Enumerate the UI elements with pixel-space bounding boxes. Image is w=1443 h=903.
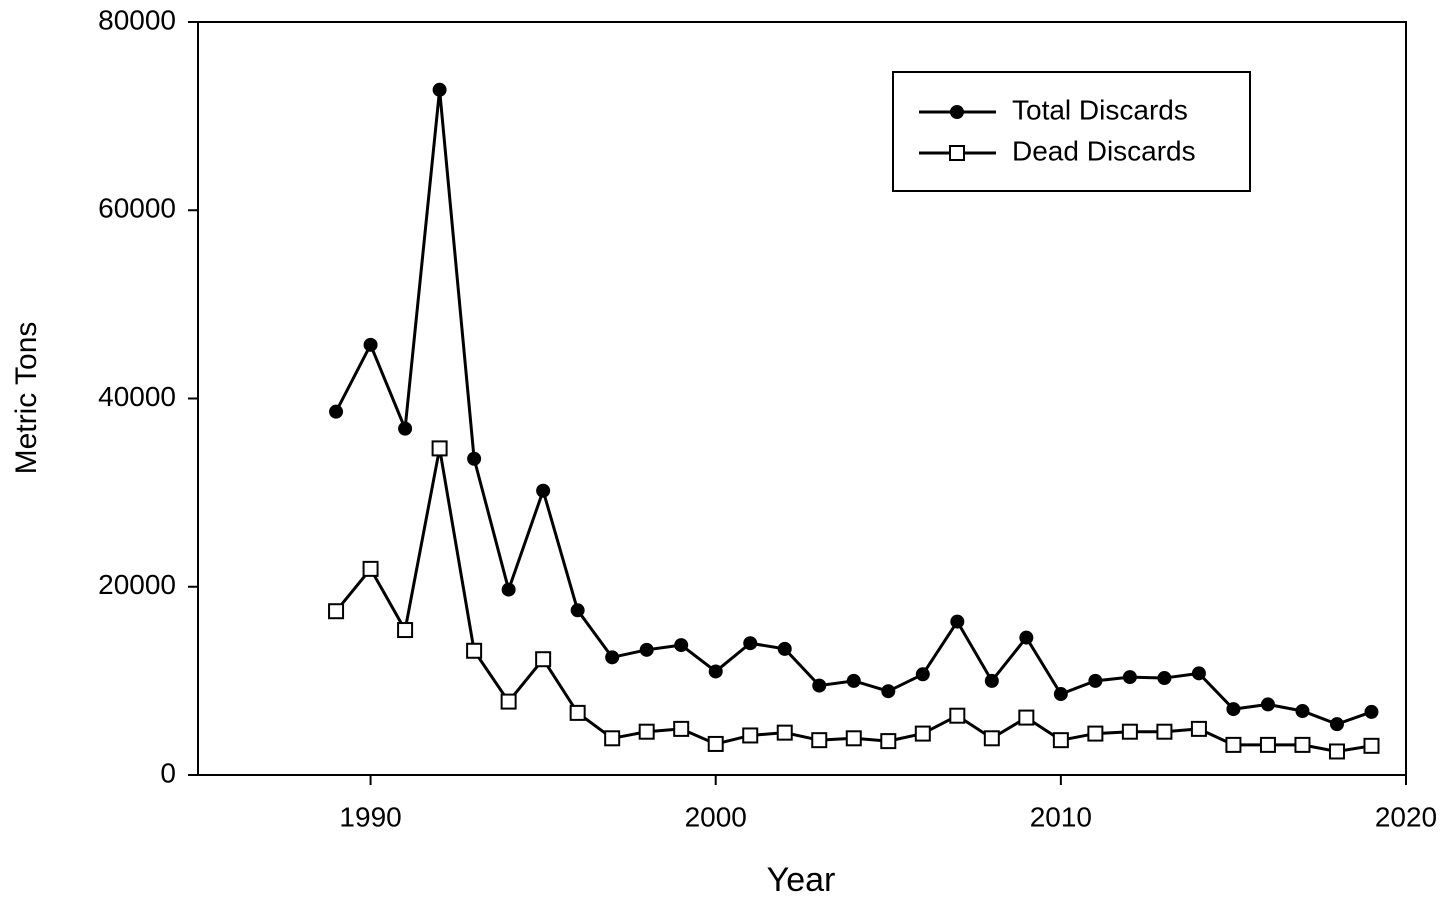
data-point <box>467 451 482 466</box>
data-point <box>673 720 690 737</box>
data-point <box>1191 666 1206 681</box>
data-point <box>707 735 724 752</box>
data-point <box>1260 697 1275 712</box>
data-point <box>1088 673 1103 688</box>
data-point <box>1122 670 1137 685</box>
data-point <box>1329 717 1344 732</box>
x-tick-label: 2000 <box>685 801 747 832</box>
data-point <box>1087 725 1104 742</box>
data-point <box>639 642 654 657</box>
legend-label: Total Discards <box>1012 94 1188 125</box>
legend-marker <box>949 145 965 161</box>
y-tick-label: 0 <box>160 757 176 788</box>
y-tick-label: 20000 <box>98 569 176 600</box>
data-point <box>362 560 379 577</box>
data-point <box>983 730 1000 747</box>
data-point <box>501 582 516 597</box>
y-tick-label: 40000 <box>98 381 176 412</box>
data-point <box>915 667 930 682</box>
data-point <box>535 651 552 668</box>
data-point <box>1018 709 1035 726</box>
data-point <box>846 673 861 688</box>
data-point <box>1364 704 1379 719</box>
x-tick-label: 2020 <box>1375 801 1437 832</box>
y-tick-label: 60000 <box>98 193 176 224</box>
data-point <box>984 673 999 688</box>
legend: Total Discards Dead Discards <box>892 71 1251 192</box>
data-point <box>1157 671 1172 686</box>
data-point <box>674 638 689 653</box>
data-point <box>570 603 585 618</box>
data-point <box>1295 703 1310 718</box>
data-point <box>398 421 413 436</box>
data-point <box>950 614 965 629</box>
data-point <box>1226 702 1241 717</box>
data-point <box>777 641 792 656</box>
data-point <box>880 733 897 750</box>
data-point <box>536 483 551 498</box>
data-point <box>1053 687 1068 702</box>
data-point <box>742 727 759 744</box>
data-point <box>881 684 896 699</box>
data-point <box>1121 723 1138 740</box>
data-point <box>1190 720 1207 737</box>
data-point <box>1363 737 1380 754</box>
x-tick-label: 1990 <box>339 801 401 832</box>
data-point <box>605 650 620 665</box>
data-point <box>776 724 793 741</box>
legend-box <box>892 71 1251 192</box>
y-axis-label: Metric Tons <box>10 322 43 475</box>
data-point <box>1156 723 1173 740</box>
data-point <box>432 82 447 97</box>
series-line <box>334 448 1372 753</box>
data-point <box>812 678 827 693</box>
x-axis-label: Year <box>767 861 836 898</box>
y-tick-label: 80000 <box>98 4 176 35</box>
legend-label: Dead Discards <box>1012 135 1196 166</box>
data-point <box>363 337 378 352</box>
data-point <box>1019 630 1034 645</box>
data-point <box>638 723 655 740</box>
data-point <box>604 730 621 747</box>
data-point <box>949 707 966 724</box>
legend-marker <box>950 105 964 119</box>
data-point <box>1294 736 1311 753</box>
data-point <box>1052 732 1069 749</box>
data-point <box>708 664 723 679</box>
data-point <box>1259 736 1276 753</box>
data-point <box>569 704 586 721</box>
data-point <box>397 622 414 639</box>
data-point <box>914 725 931 742</box>
data-point <box>811 732 828 749</box>
data-point <box>328 603 345 620</box>
data-point <box>743 636 758 651</box>
data-point <box>845 730 862 747</box>
data-point <box>500 693 517 710</box>
data-point <box>1225 736 1242 753</box>
data-point <box>329 404 344 419</box>
data-point <box>431 440 448 457</box>
data-point <box>1328 743 1345 760</box>
x-tick-label: 2010 <box>1030 801 1092 832</box>
data-point <box>466 642 483 659</box>
